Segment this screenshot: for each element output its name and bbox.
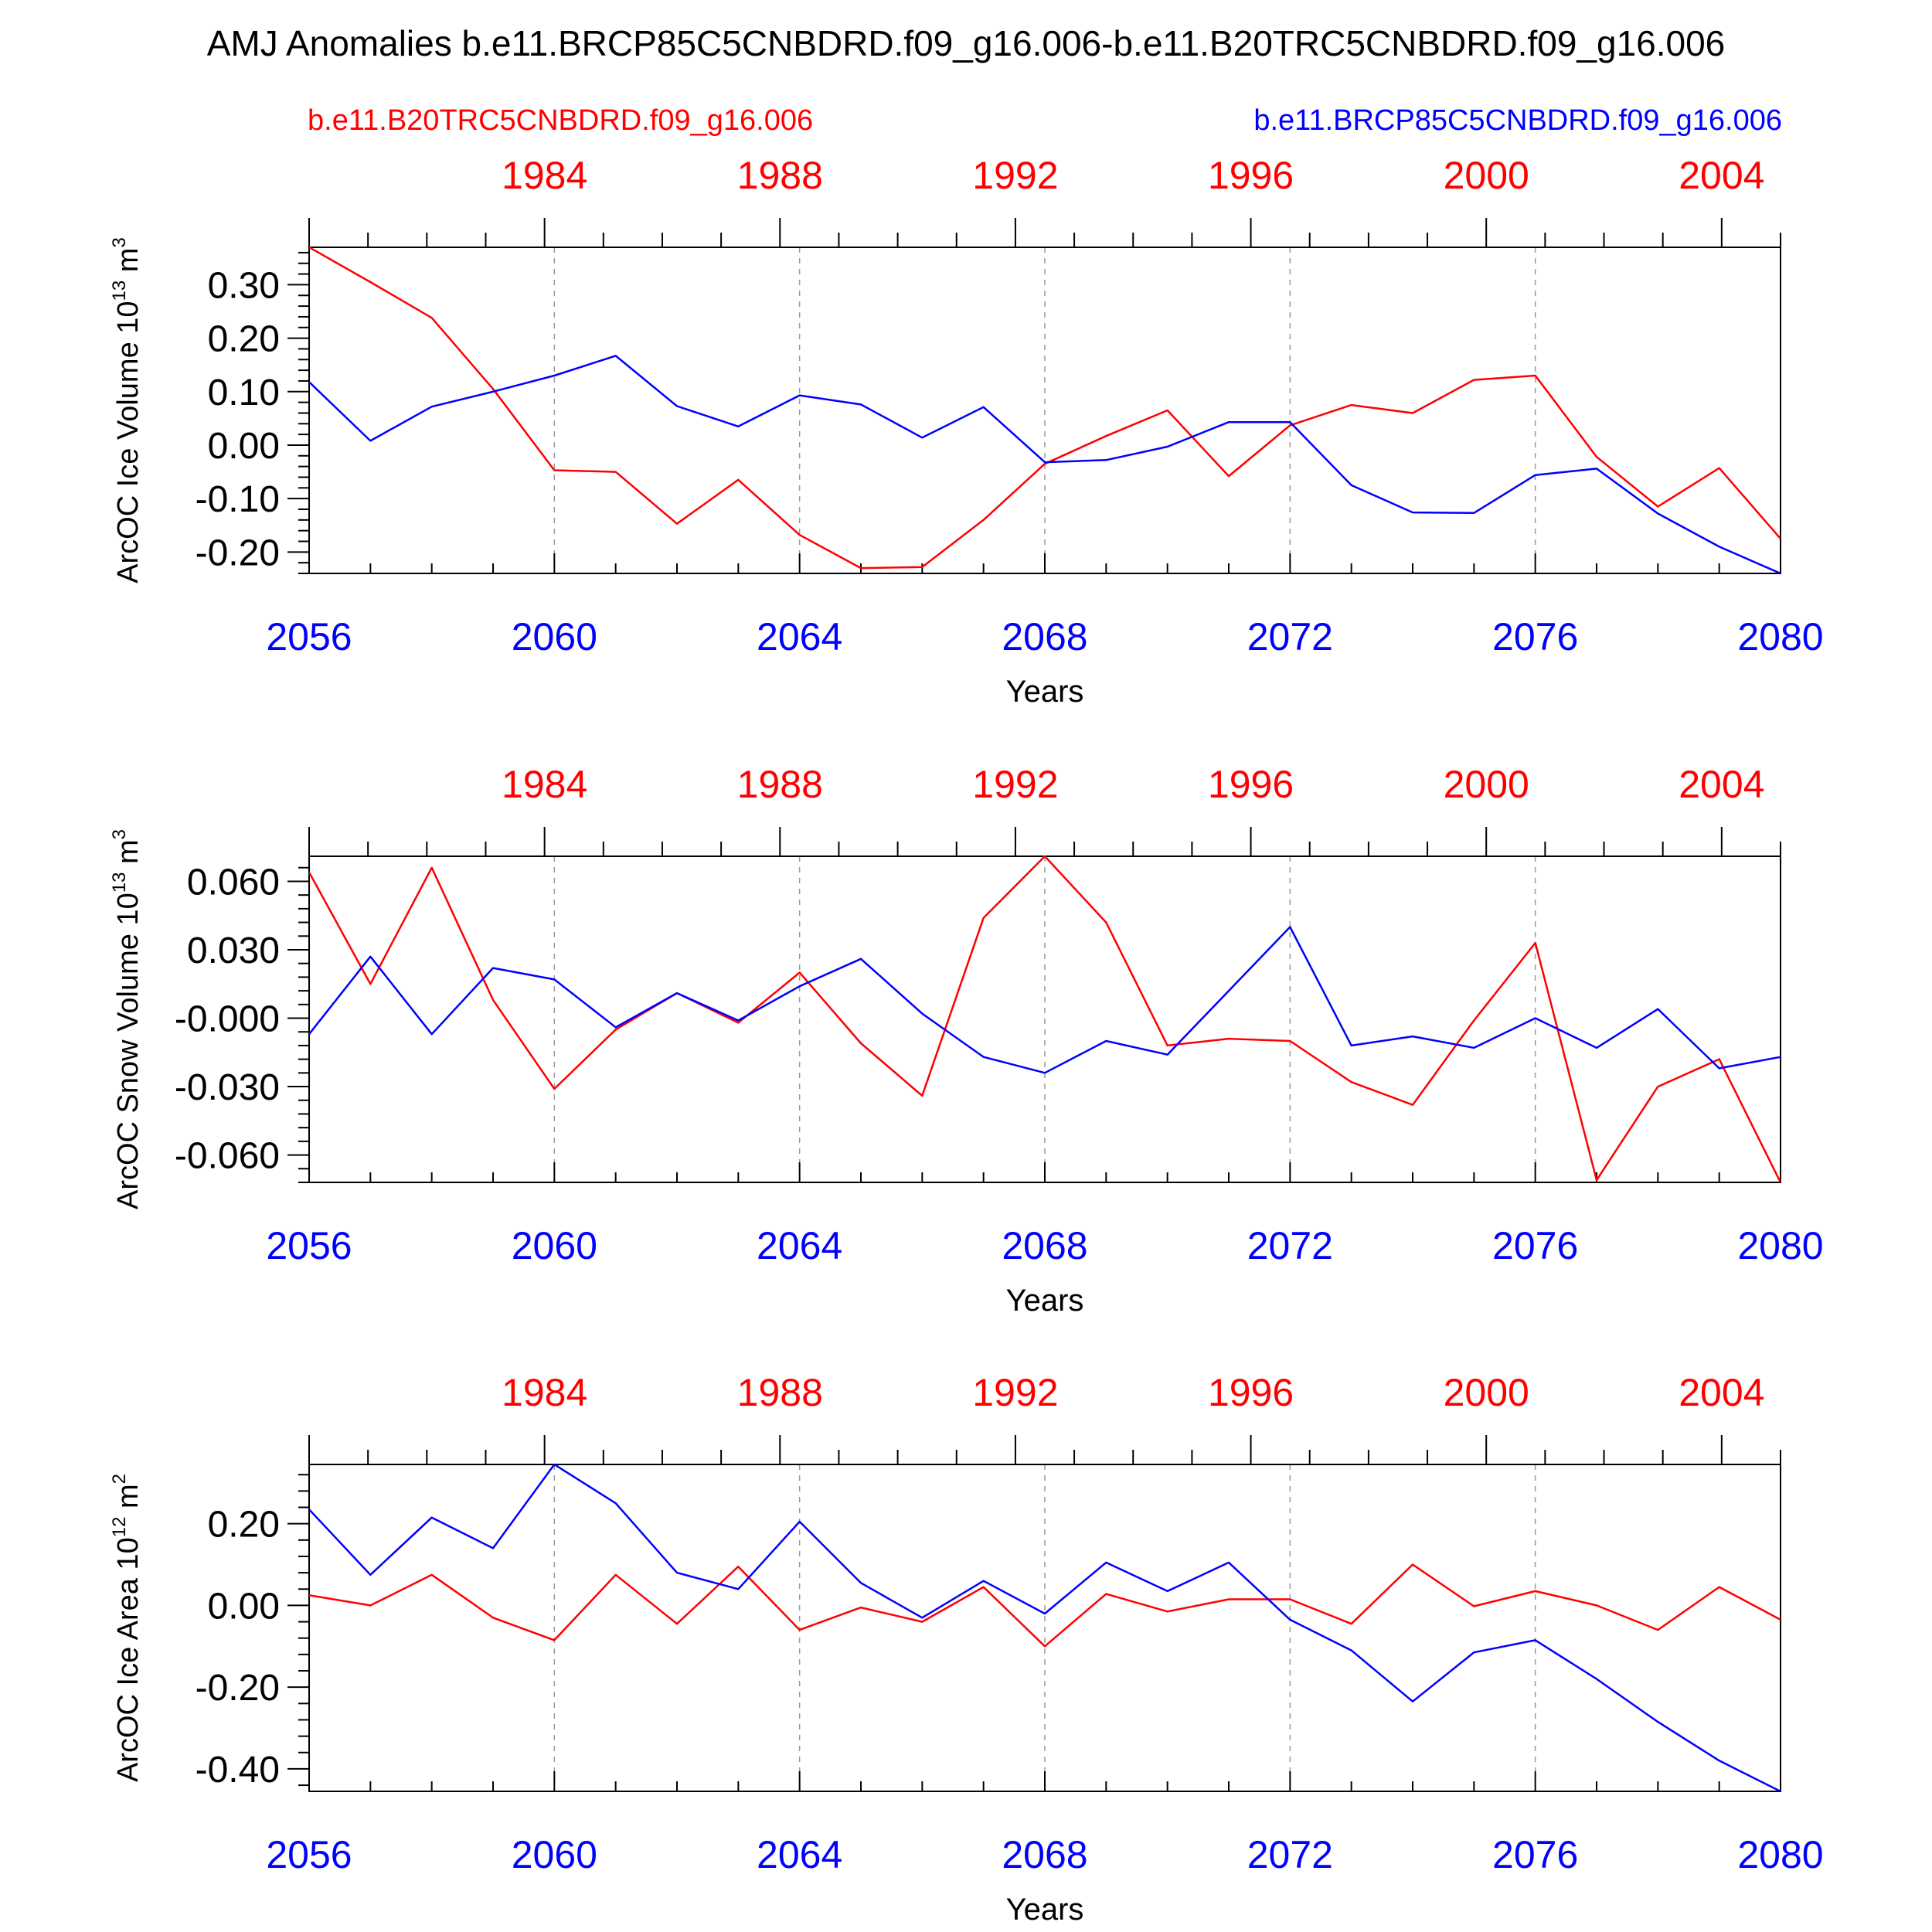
top-x-tick-label: 1992 bbox=[972, 154, 1058, 197]
y-tick-label: 0.20 bbox=[208, 1505, 280, 1546]
chart-panel-1: 2056 2060 2064 2068 2072 2076 2080 1984 1988 1992… bbox=[109, 154, 1824, 709]
x-tick-label: 2060 bbox=[512, 1833, 597, 1876]
top-x-tick-label: 1992 bbox=[972, 1371, 1058, 1414]
x-axis-label: Years bbox=[1006, 1284, 1084, 1318]
top-x-tick-label: 1992 bbox=[972, 763, 1058, 806]
plot-frame bbox=[308, 1464, 1781, 1792]
x-tick-label: 2072 bbox=[1247, 1224, 1333, 1267]
series-line-future bbox=[309, 1464, 1781, 1792]
y-tick-label: -0.40 bbox=[196, 1750, 280, 1791]
x-tick-label: 2068 bbox=[1002, 1224, 1087, 1267]
y-axis-label: ArcOC Ice Area 1012 m2 bbox=[109, 1474, 145, 1782]
legend-future: b.e11.BRCP85C5CNBDRD.f09_g16.006 bbox=[1253, 104, 1782, 137]
y-tick-label: 0.00 bbox=[208, 426, 280, 467]
top-x-tick-label: 1988 bbox=[737, 763, 823, 806]
series-line-future bbox=[309, 355, 1781, 574]
y-axis-label-part: ArcOC Ice Area 10 bbox=[112, 1537, 145, 1782]
x-tick-label: 2060 bbox=[512, 1224, 597, 1267]
x-tick-label: 2064 bbox=[757, 615, 842, 658]
y-tick-label: 0.20 bbox=[208, 319, 280, 360]
x-tick-label: 2072 bbox=[1247, 615, 1333, 658]
top-x-tick-label: 2004 bbox=[1679, 763, 1764, 806]
top-x-tick-label: 2000 bbox=[1444, 763, 1529, 806]
top-x-tick-label: 1996 bbox=[1208, 763, 1294, 806]
y-axis-label-part: ArcOC Snow Volume 10 bbox=[112, 893, 145, 1209]
series-line-historical bbox=[309, 1563, 1781, 1648]
y-tick-label: -0.20 bbox=[196, 1668, 280, 1709]
y-axis-label-part: 2 bbox=[109, 1474, 130, 1484]
top-x-tick-label: 2000 bbox=[1444, 154, 1529, 197]
x-tick-label: 2064 bbox=[757, 1224, 842, 1267]
y-axis-label-part: 12 bbox=[109, 1517, 130, 1538]
y-tick-label: -0.000 bbox=[175, 999, 280, 1040]
x-tick-label: 2056 bbox=[266, 1833, 352, 1876]
y-tick-label: -0.20 bbox=[196, 532, 280, 573]
y-axis-label-part: m bbox=[112, 839, 145, 872]
y-tick-label: 0.00 bbox=[208, 1586, 280, 1627]
legend-historical: b.e11.B20TRC5CNBDRD.f09_g16.006 bbox=[308, 104, 813, 137]
series-line-future bbox=[309, 926, 1781, 1074]
y-axis-label-part: 3 bbox=[109, 237, 130, 247]
y-axis-label-part: ArcOC Ice Volume 10 bbox=[112, 301, 145, 583]
series-line-historical bbox=[309, 855, 1781, 1183]
y-axis-label-part: m bbox=[112, 248, 145, 281]
y-axis-label-part: m bbox=[112, 1484, 145, 1516]
y-axis-label-part: 13 bbox=[109, 872, 130, 893]
top-x-tick-label: 1996 bbox=[1208, 154, 1294, 197]
x-tick-label: 2080 bbox=[1737, 1224, 1823, 1267]
x-tick-label: 2068 bbox=[1002, 615, 1087, 658]
chart-panel-2: 2056 2060 2064 2068 2072 2076 2080 1984 1988 1992… bbox=[109, 763, 1824, 1318]
x-tick-label: 2072 bbox=[1247, 1833, 1333, 1876]
x-axis-label: Years bbox=[1006, 1893, 1084, 1927]
top-x-tick-label: 2004 bbox=[1679, 1371, 1764, 1414]
y-axis-label: ArcOC Ice Volume 1013 m3 bbox=[109, 237, 145, 583]
x-axis-label: Years bbox=[1006, 675, 1084, 709]
y-tick-label: 0.060 bbox=[187, 862, 280, 903]
x-tick-label: 2076 bbox=[1492, 1224, 1578, 1267]
y-axis-label-part: 13 bbox=[109, 281, 130, 301]
x-tick-label: 2080 bbox=[1737, 615, 1823, 658]
x-tick-label: 2068 bbox=[1002, 1833, 1087, 1876]
y-tick-label: -0.060 bbox=[175, 1136, 280, 1177]
top-x-tick-label: 1984 bbox=[502, 154, 587, 197]
top-x-tick-label: 1996 bbox=[1208, 1371, 1294, 1414]
y-axis-label: ArcOC Snow Volume 1013 m3 bbox=[109, 829, 145, 1209]
x-tick-label: 2064 bbox=[757, 1833, 842, 1876]
plot-frame bbox=[308, 247, 1781, 574]
top-x-tick-label: 1984 bbox=[502, 1371, 587, 1414]
top-x-tick-label: 1988 bbox=[737, 1371, 823, 1414]
x-tick-label: 2080 bbox=[1737, 1833, 1823, 1876]
x-tick-label: 2056 bbox=[266, 615, 352, 658]
y-tick-label: 0.30 bbox=[208, 265, 280, 306]
y-axis-label-part: 3 bbox=[109, 829, 130, 839]
figure-title: AMJ Anomalies b.e11.BRCP85C5CNBDRD.f09_g… bbox=[207, 23, 1726, 63]
top-x-tick-label: 1988 bbox=[737, 154, 823, 197]
x-tick-label: 2060 bbox=[512, 615, 597, 658]
top-x-tick-label: 1984 bbox=[502, 763, 587, 806]
x-tick-label: 2056 bbox=[266, 1224, 352, 1267]
top-x-tick-label: 2000 bbox=[1444, 1371, 1529, 1414]
x-tick-label: 2076 bbox=[1492, 1833, 1578, 1876]
top-x-tick-label: 2004 bbox=[1679, 154, 1764, 197]
y-tick-label: -0.030 bbox=[175, 1067, 280, 1108]
y-tick-label: 0.030 bbox=[187, 930, 280, 971]
y-tick-label: 0.10 bbox=[208, 372, 280, 413]
chart-panel-3: 2056 2060 2064 2068 2072 2076 2080 1984 1988 1992… bbox=[109, 1371, 1824, 1927]
series-line-historical bbox=[309, 247, 1781, 570]
y-tick-label: -0.10 bbox=[196, 479, 280, 520]
x-tick-label: 2076 bbox=[1492, 615, 1578, 658]
